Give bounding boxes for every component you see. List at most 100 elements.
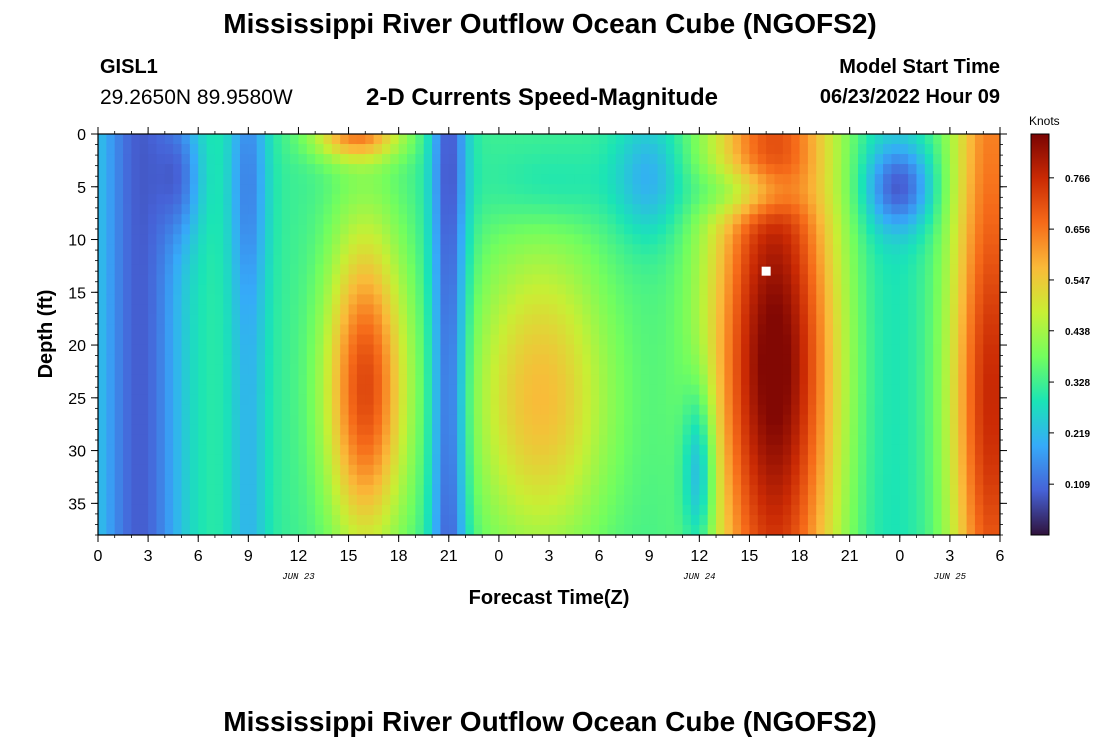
heatmap-cell	[198, 154, 208, 165]
heatmap-cell	[899, 514, 909, 526]
heatmap-cell	[156, 154, 166, 165]
heatmap-cell	[565, 224, 575, 235]
heatmap-cell	[791, 514, 801, 526]
heatmap-cell	[98, 234, 107, 245]
heatmap-cell	[482, 414, 492, 426]
heatmap-cell	[473, 234, 483, 245]
heatmap-cell	[415, 464, 425, 476]
heatmap-cell	[306, 284, 316, 296]
heatmap-cell	[841, 234, 851, 245]
heatmap-cell	[574, 424, 584, 436]
heatmap-cell	[841, 364, 851, 376]
heatmap-cell	[231, 334, 241, 346]
colorbar-tick-label: 0.328	[1065, 378, 1090, 389]
heatmap-cell	[290, 454, 300, 466]
heatmap-cell	[415, 274, 425, 285]
heatmap-cell	[899, 434, 909, 446]
heatmap-cell	[908, 354, 918, 366]
heatmap-cell	[766, 374, 776, 386]
heatmap-cell	[432, 504, 442, 516]
heatmap-cell	[373, 344, 383, 356]
heatmap-cell	[966, 384, 976, 396]
heatmap-cell	[490, 204, 500, 215]
heatmap-cell	[540, 144, 550, 155]
heatmap-cell	[490, 364, 500, 376]
heatmap-cell	[532, 334, 542, 346]
heatmap-cell	[448, 214, 458, 225]
heatmap-cell	[991, 154, 1000, 165]
heatmap-cell	[841, 274, 851, 285]
heatmap-cell	[799, 194, 809, 205]
heatmap-cell	[281, 164, 291, 175]
heatmap-cell	[348, 224, 358, 235]
heatmap-cell	[214, 184, 224, 195]
heatmap-cell	[574, 304, 584, 316]
heatmap-cell	[632, 164, 642, 175]
heatmap-cell	[724, 404, 734, 416]
heatmap-cell	[398, 504, 408, 516]
heatmap-cell	[757, 414, 767, 426]
heatmap-cell	[465, 494, 475, 506]
heatmap-cell	[156, 324, 166, 336]
heatmap-cell	[741, 474, 751, 486]
heatmap-cell	[206, 434, 216, 446]
heatmap-cell	[206, 264, 216, 275]
heatmap-cell	[958, 134, 968, 145]
heatmap-cell	[665, 364, 675, 376]
heatmap-cell	[306, 144, 316, 155]
heatmap-cell	[315, 274, 325, 285]
heatmap-cell	[407, 304, 416, 316]
heatmap-cell	[557, 364, 567, 376]
heatmap-cell	[173, 184, 183, 195]
heatmap-cell	[749, 404, 759, 416]
heatmap-cell	[131, 304, 141, 316]
heatmap-cell	[231, 454, 241, 466]
heatmap-cell	[640, 514, 650, 526]
heatmap-cell	[607, 384, 617, 396]
heatmap-cell	[640, 444, 650, 456]
heatmap-cell	[590, 144, 600, 155]
heatmap-cell	[432, 524, 442, 535]
heatmap-cell	[674, 394, 684, 406]
heatmap-cell	[540, 494, 550, 506]
heatmap-cell	[582, 184, 592, 195]
heatmap-cell	[874, 264, 884, 275]
heatmap-cell	[231, 314, 241, 326]
heatmap-cell	[565, 364, 575, 376]
heatmap-cell	[908, 424, 918, 436]
heatmap-cell	[991, 424, 1000, 436]
heatmap-cell	[749, 364, 759, 376]
heatmap-cell	[407, 524, 416, 535]
heatmap-cell	[841, 414, 851, 426]
heatmap-cell	[206, 324, 216, 336]
heatmap-cell	[356, 304, 366, 316]
heatmap-cell	[841, 454, 851, 466]
heatmap-cell	[749, 294, 759, 306]
heatmap-cell	[799, 234, 809, 245]
heatmap-cell	[949, 464, 959, 476]
heatmap-cell	[181, 494, 191, 506]
heatmap-cell	[891, 354, 901, 366]
heatmap-cell	[632, 194, 642, 205]
heatmap-cell	[883, 494, 893, 506]
heatmap-cell	[974, 294, 984, 306]
heatmap-cell	[883, 414, 893, 426]
heatmap-cell	[574, 414, 584, 426]
heatmap-cell	[849, 134, 859, 145]
heatmap-cell	[123, 244, 133, 255]
heatmap-cell	[949, 154, 959, 165]
heatmap-cell	[490, 494, 500, 506]
heatmap-cell	[398, 294, 408, 306]
heatmap-cell	[214, 154, 224, 165]
heatmap-cell	[156, 294, 166, 306]
heatmap-cell	[649, 184, 659, 195]
heatmap-cell	[657, 484, 667, 496]
heatmap-cell	[891, 514, 901, 526]
heatmap-cell	[248, 454, 258, 466]
heatmap-cell	[231, 424, 241, 436]
heatmap-cell	[189, 494, 199, 506]
heatmap-cell	[757, 514, 767, 526]
heatmap-cell	[766, 294, 776, 306]
heatmap-cell	[874, 194, 884, 205]
heatmap-cell	[298, 484, 308, 496]
